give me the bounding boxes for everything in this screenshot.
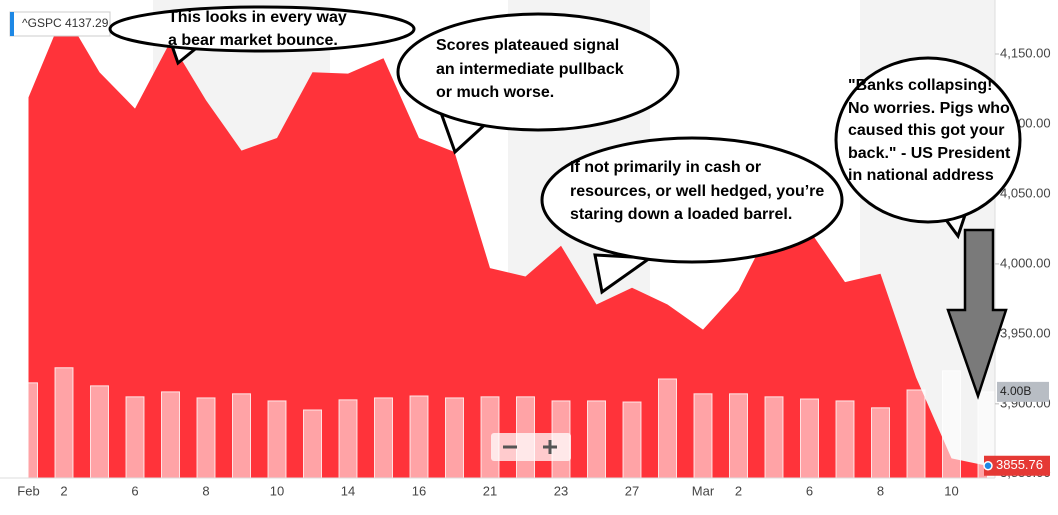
- volume-bar: [445, 397, 464, 479]
- volume-bar: [90, 385, 109, 479]
- x-tick-label: Mar: [692, 483, 715, 498]
- x-tick-label: 2: [60, 483, 67, 498]
- volume-tag: [997, 381, 1049, 402]
- x-tick-label: 14: [341, 483, 355, 498]
- bubble: [108, 5, 416, 53]
- volume-bar: [658, 378, 677, 479]
- y-tick-label: 3,950.00: [1000, 325, 1051, 340]
- annotation-line: If not primarily in cash or: [570, 159, 761, 176]
- volume-bar: [800, 398, 819, 479]
- volume-tag-label: 4.00B: [1000, 384, 1031, 398]
- y-tick-label: 4,050.00: [1000, 185, 1051, 200]
- volume-bar: [871, 407, 890, 479]
- x-tick-label: 10: [944, 483, 958, 498]
- volume-bar: [267, 400, 287, 479]
- x-tick-label: 6: [806, 483, 813, 498]
- volume-bar: [161, 391, 180, 479]
- annotation-line: or much worse.: [436, 84, 554, 101]
- volume-bar: [835, 400, 855, 479]
- bubble: [540, 136, 844, 264]
- hover-box: [9, 11, 111, 37]
- volume-bar: [764, 396, 784, 479]
- x-tick-label: 8: [202, 483, 209, 498]
- annotation-line: back." - US President: [848, 145, 1011, 162]
- annotation-line: caused this got your: [848, 122, 1004, 139]
- x-tick-label: 10: [270, 483, 284, 498]
- bubble: [396, 12, 680, 132]
- plot: 3,850.003,900.003,950.004,000.004,050.00…: [0, 0, 1051, 498]
- x-tick-label: 6: [131, 483, 138, 498]
- annotation-line: This looks in every way: [168, 9, 347, 26]
- x-tick-label: 27: [625, 483, 639, 498]
- volume-bar: [906, 389, 926, 479]
- x-tick-label: 8: [877, 483, 884, 498]
- ui-layer: ^GSPC 4137.29 4.00B 3855.76: [9, 11, 1050, 476]
- volume-bar: [54, 367, 74, 479]
- price-tag-label: 3855.76: [996, 457, 1043, 472]
- x-tick-label: 16: [412, 483, 426, 498]
- annotation-line: in national address: [848, 167, 994, 184]
- hover-marker: [10, 12, 14, 36]
- volume-bar: [942, 370, 961, 479]
- price-dot: [983, 460, 993, 471]
- x-tick-label: 23: [554, 483, 568, 498]
- x-tick-label: 2: [735, 483, 742, 498]
- annotations: This looks in every way a bear market bo…: [108, 5, 1022, 400]
- volume-bar: [693, 393, 713, 479]
- annotation-line: resources, or well hedged, you’re: [570, 183, 824, 200]
- x-tick-label: Feb: [17, 483, 39, 498]
- volume-bar: [729, 393, 748, 479]
- volume-bar: [196, 397, 216, 479]
- x-tick-label: 21: [483, 483, 497, 498]
- hover-value: 4137.29: [65, 16, 109, 30]
- annotation-line: an intermediate pullback: [436, 61, 624, 78]
- bubble: [834, 56, 1022, 224]
- annotation-line: a bear market bounce.: [168, 32, 338, 49]
- annotation-line: "Banks collapsing!: [848, 77, 993, 94]
- volume-bar: [19, 382, 38, 479]
- volume-bar: [125, 396, 145, 479]
- volume-bar: [338, 399, 358, 479]
- down-arrow: [946, 228, 1008, 400]
- volume-bar: [622, 401, 642, 479]
- price-area: [28, 12, 987, 478]
- volume-bar: [303, 409, 322, 479]
- y-tick-label: 4,000.00: [1000, 255, 1051, 270]
- price-tag: [984, 455, 1050, 476]
- annotation-line: staring down a loaded barrel.: [570, 206, 792, 223]
- volume-bar: [232, 393, 251, 479]
- volume-bar: [587, 400, 606, 479]
- annotation-line: No worries. Pigs who: [848, 100, 1010, 117]
- annotation-line: Scores plateaued signal: [436, 37, 619, 54]
- volume-bar: [374, 397, 393, 479]
- y-tick-label: 4,150.00: [1000, 45, 1051, 60]
- volume-bar: [409, 395, 429, 479]
- zoom-controls[interactable]: [491, 433, 571, 461]
- symbol: ^GSPC: [22, 16, 62, 30]
